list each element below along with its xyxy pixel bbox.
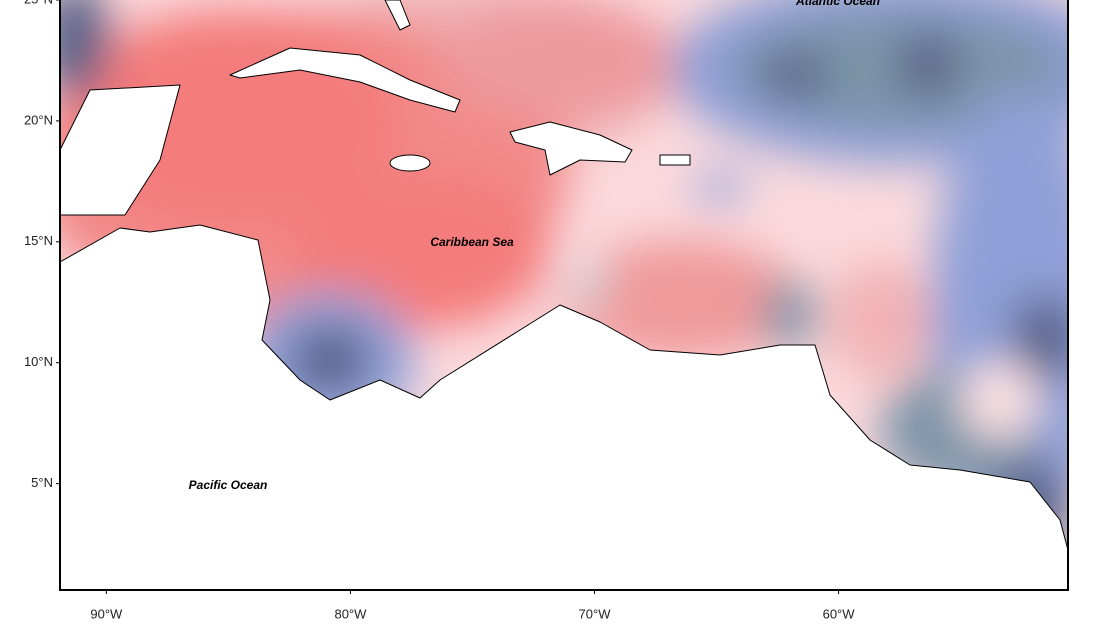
anomaly-field bbox=[60, 0, 1068, 560]
ocean-label: Pacific Ocean bbox=[189, 478, 268, 492]
x-tick-label: 70°W bbox=[579, 606, 612, 621]
y-tick-label: 5°N bbox=[31, 475, 53, 490]
y-tick-label: 25°N bbox=[24, 0, 53, 6]
y-tick-label: 10°N bbox=[24, 354, 53, 369]
ocean-label: Caribbean Sea bbox=[430, 235, 514, 249]
jamaica bbox=[389, 154, 431, 172]
y-tick-label: 20°N bbox=[24, 112, 53, 127]
x-tick-label: 60°W bbox=[823, 606, 856, 621]
map-field: Atlantic Ocean Caribbean Sea Pacific Oce… bbox=[60, 0, 1068, 590]
x-tick-label: 90°W bbox=[90, 606, 123, 621]
mainland bbox=[60, 84, 1068, 590]
florida bbox=[384, 0, 411, 31]
ocean-label: Atlantic Ocean bbox=[795, 0, 880, 8]
puerto-rico bbox=[659, 154, 691, 166]
y-tick-label: 15°N bbox=[24, 233, 53, 248]
map-frame bbox=[59, 0, 1069, 591]
x-tick-label: 80°W bbox=[334, 606, 367, 621]
cuba bbox=[229, 47, 461, 113]
hispaniola bbox=[509, 121, 633, 176]
